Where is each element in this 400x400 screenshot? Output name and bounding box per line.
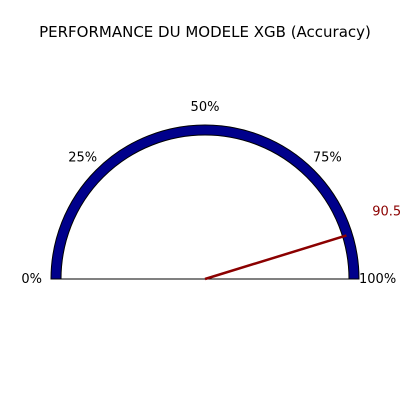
tick-label-0: 0% [21,272,42,287]
chart-title: PERFORMANCE DU MODELE XGB (Accuracy) [39,23,371,41]
tick-label-50: 50% [191,100,220,115]
gauge-needle [204,234,347,281]
tick-label-100: 100% [359,272,396,287]
tick-label-25: 25% [68,151,97,166]
gauge-arc [50,124,360,280]
value-label: 90.5 [372,205,400,220]
tick-label-75: 75% [313,151,342,166]
